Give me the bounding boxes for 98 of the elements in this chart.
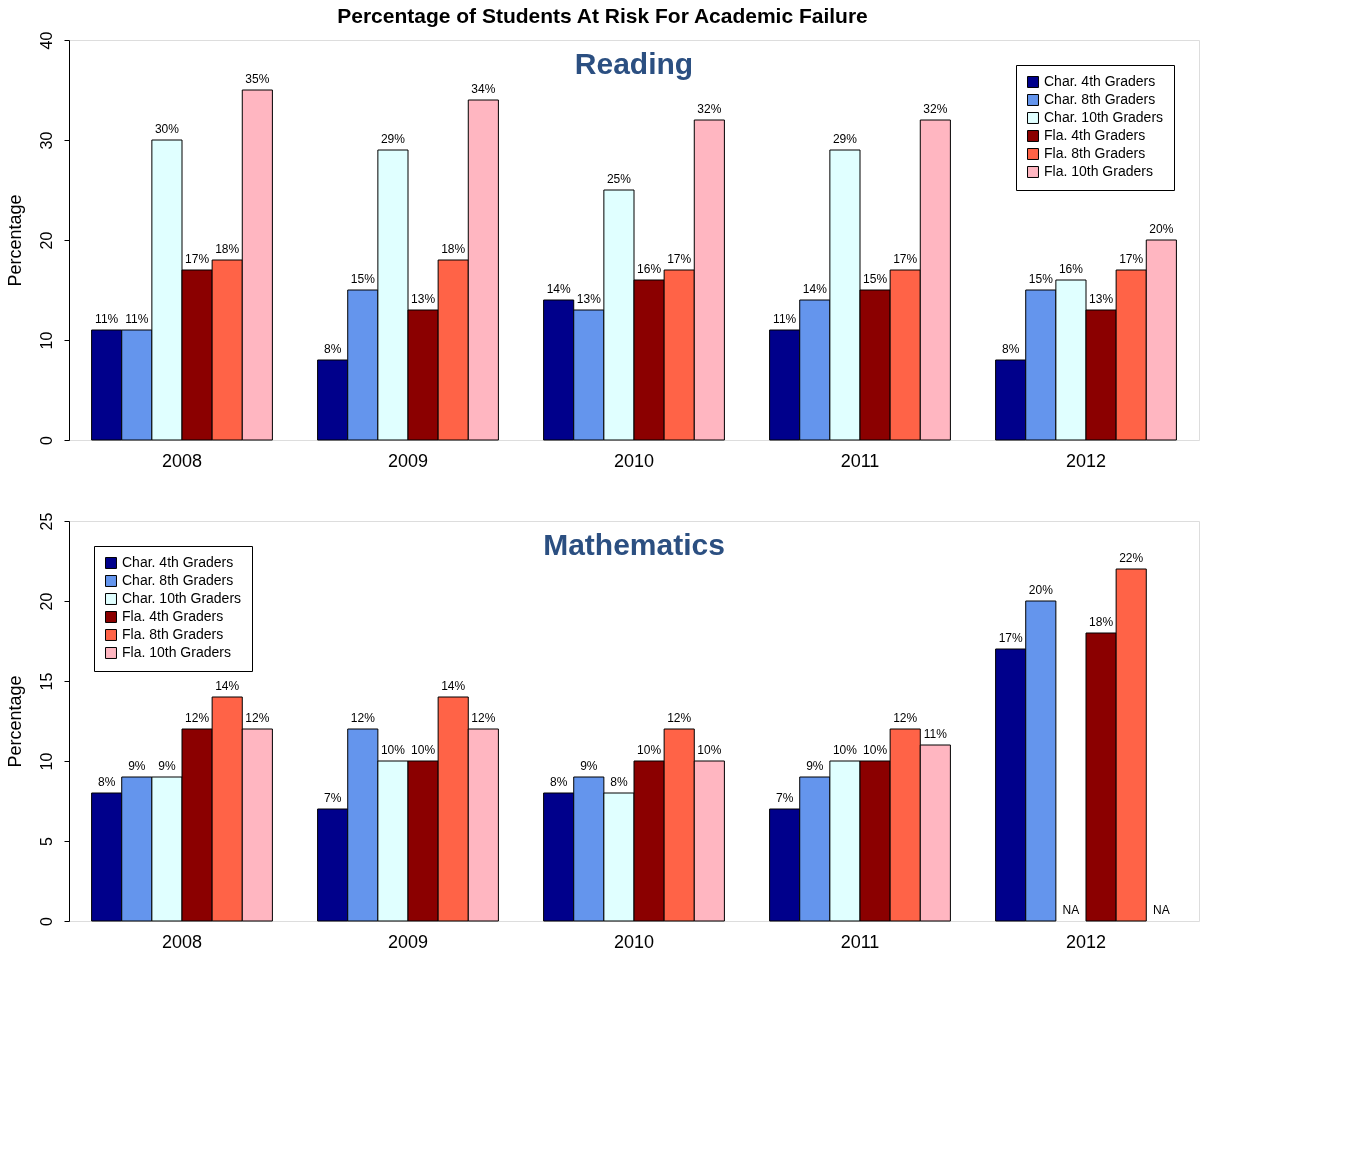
data-label: 18% bbox=[1089, 615, 1114, 629]
data-label: 11% bbox=[95, 312, 119, 326]
x-tick-label: 2010 bbox=[613, 450, 655, 471]
data-label: 9% bbox=[580, 759, 598, 773]
y-tick-label: 15 bbox=[37, 672, 55, 691]
y-tick-label: 20 bbox=[37, 592, 55, 611]
data-label: 13% bbox=[1089, 292, 1114, 306]
data-label: 11% bbox=[125, 312, 149, 326]
chart-subtitle: Mathematics bbox=[543, 528, 725, 561]
data-label: 8% bbox=[97, 775, 116, 789]
data-label: 8% bbox=[323, 342, 342, 356]
text: NA bbox=[1062, 903, 1080, 917]
y-axis-title: Percentage bbox=[4, 194, 25, 287]
data-label: 9% bbox=[806, 759, 824, 773]
legend-label: Fla. 10th Graders bbox=[122, 644, 231, 660]
y-tick-label: 20 bbox=[37, 231, 55, 250]
data-label: 17% bbox=[998, 631, 1023, 645]
data-label: 11% bbox=[923, 727, 948, 741]
legend-label: Char. 4th Graders bbox=[122, 554, 234, 570]
data-label: 20% bbox=[1149, 222, 1174, 236]
legend-label: Char. 8th Graders bbox=[1044, 91, 1156, 107]
data-label: 18% bbox=[441, 242, 466, 256]
data-label: 14% bbox=[802, 282, 828, 296]
data-label: 16% bbox=[637, 262, 662, 276]
data-label: 12% bbox=[350, 711, 376, 725]
data-label: 34% bbox=[471, 82, 496, 96]
x-tick-label: 2010 bbox=[613, 931, 655, 952]
chart-subtitle: Reading bbox=[574, 47, 694, 80]
data-label: 17% bbox=[667, 252, 692, 266]
data-label: 10% bbox=[832, 743, 858, 757]
x-tick-label: 2011 bbox=[840, 931, 880, 952]
x-tick-label: 2012 bbox=[1065, 450, 1107, 471]
data-label: 9% bbox=[128, 759, 146, 773]
legend-label: Fla. 8th Graders bbox=[1044, 145, 1146, 161]
data-label: 14% bbox=[441, 679, 466, 693]
data-label: 7% bbox=[323, 791, 342, 805]
data-label: 25% bbox=[606, 172, 632, 186]
legend-label: Char. 4th Graders bbox=[1044, 73, 1156, 89]
legend-label: Fla. 4th Graders bbox=[122, 608, 224, 624]
data-label: 9% bbox=[158, 759, 176, 773]
data-label: 35% bbox=[245, 72, 270, 86]
x-tick-label: 2009 bbox=[387, 931, 429, 952]
data-label: 17% bbox=[185, 252, 210, 266]
data-label: 10% bbox=[863, 743, 888, 757]
data-label: 10% bbox=[411, 743, 436, 757]
data-label: 22% bbox=[1119, 551, 1144, 565]
x-tick-label: 2011 bbox=[840, 450, 880, 471]
data-label: 12% bbox=[185, 711, 210, 725]
data-label: 12% bbox=[893, 711, 918, 725]
legend-label: Fla. 8th Graders bbox=[122, 626, 224, 642]
y-tick-label: 0 bbox=[37, 435, 55, 445]
x-tick-label: 2009 bbox=[387, 450, 429, 471]
y-axis-title: Percentage bbox=[4, 675, 25, 768]
data-label: 10% bbox=[697, 743, 722, 757]
data-label: 7% bbox=[775, 791, 794, 805]
data-label: 15% bbox=[863, 272, 888, 286]
y-tick-label: 10 bbox=[37, 331, 55, 350]
data-label: 14% bbox=[215, 679, 240, 693]
data-label: 12% bbox=[471, 711, 496, 725]
data-label: 29% bbox=[380, 132, 406, 146]
chart-title: Percentage of Students At Risk For Academic Failure bbox=[337, 3, 868, 27]
data-label: 11% bbox=[773, 312, 797, 326]
data-label: 13% bbox=[576, 292, 602, 306]
data-label: 16% bbox=[1058, 262, 1084, 276]
y-tick-label: 25 bbox=[37, 512, 55, 531]
data-label: 17% bbox=[893, 252, 918, 266]
x-tick-label: 2012 bbox=[1065, 931, 1107, 952]
data-label: 10% bbox=[637, 743, 662, 757]
data-label: 18% bbox=[215, 242, 240, 256]
data-label: 29% bbox=[832, 132, 858, 146]
legend-label: Fla. 10th Graders bbox=[1044, 163, 1153, 179]
legend-label: Fla. 4th Graders bbox=[1044, 127, 1146, 143]
data-label: 32% bbox=[697, 102, 722, 116]
x-tick-label: 2008 bbox=[161, 931, 203, 952]
y-tick-label: 5 bbox=[37, 836, 55, 846]
legend-label: Char. 8th Graders bbox=[122, 572, 234, 588]
data-label: 15% bbox=[1028, 272, 1054, 286]
legend-label: Char. 10th Graders bbox=[122, 590, 242, 606]
data-label: 20% bbox=[1028, 583, 1054, 597]
data-label: 12% bbox=[667, 711, 692, 725]
data-label: 14% bbox=[546, 282, 571, 296]
data-label: 15% bbox=[350, 272, 376, 286]
legend-label: Char. 10th Graders bbox=[1044, 109, 1164, 125]
data-label: 32% bbox=[923, 102, 948, 116]
x-tick-label: 2008 bbox=[161, 450, 203, 471]
y-tick-label: 30 bbox=[37, 131, 55, 150]
y-tick-label: 0 bbox=[37, 916, 55, 926]
data-label: 8% bbox=[549, 775, 568, 789]
data-label: 13% bbox=[411, 292, 436, 306]
y-tick-label: 40 bbox=[37, 31, 55, 50]
data-label: 8% bbox=[1001, 342, 1020, 356]
data-label: 10% bbox=[380, 743, 406, 757]
text: NA bbox=[1153, 903, 1170, 917]
data-label: 12% bbox=[245, 711, 270, 725]
data-label: 30% bbox=[154, 122, 180, 136]
data-label: 8% bbox=[610, 775, 628, 789]
y-tick-label: 10 bbox=[37, 752, 55, 771]
data-label: 17% bbox=[1119, 252, 1144, 266]
